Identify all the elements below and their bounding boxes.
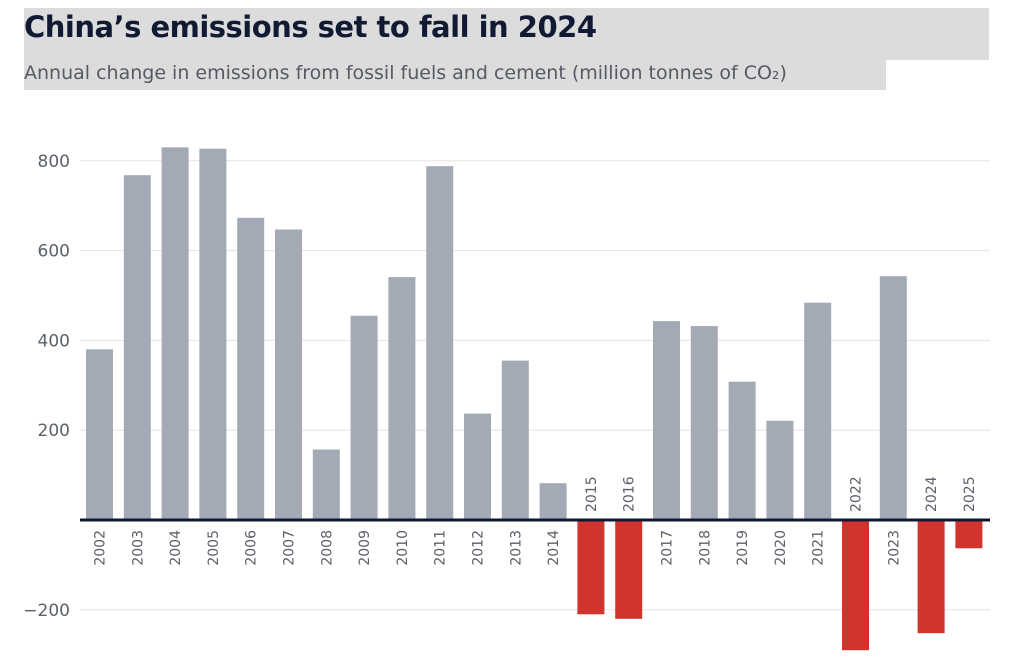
y-axis-labels: −200 200 400 600 800 xyxy=(23,152,70,621)
bar-2022 xyxy=(842,520,869,651)
year-label-2013: 2013 xyxy=(508,530,524,566)
chart-subtitle: Annual change in emissions from fossil f… xyxy=(24,62,787,84)
subtitle-background xyxy=(24,60,886,90)
year-label-2015: 2015 xyxy=(584,476,600,512)
year-label-2020: 2020 xyxy=(773,530,789,566)
bar-2018 xyxy=(690,326,718,520)
bar-2005 xyxy=(199,148,227,520)
year-label-2002: 2002 xyxy=(93,530,109,566)
year-label-2009: 2009 xyxy=(357,530,373,566)
bar-2017 xyxy=(653,321,680,520)
bar-2011 xyxy=(426,166,454,521)
year-label-2024: 2024 xyxy=(924,476,940,512)
year-label-2025: 2025 xyxy=(962,476,978,512)
year-label-2016: 2016 xyxy=(622,476,638,512)
bar-2007 xyxy=(275,229,302,520)
bar-2024 xyxy=(917,520,945,634)
year-label-2004: 2004 xyxy=(168,530,184,566)
year-label-2021: 2021 xyxy=(811,530,827,566)
year-label-2011: 2011 xyxy=(433,530,449,566)
bar-2020 xyxy=(766,420,794,520)
y-tick-label: −200 xyxy=(23,601,70,621)
bar-2002 xyxy=(86,349,113,520)
bar-2012 xyxy=(464,413,491,520)
bar-2025 xyxy=(955,520,983,549)
year-label-2007: 2007 xyxy=(282,530,298,566)
bar-2010 xyxy=(388,277,416,520)
chart-title: China’s emissions set to fall in 2024 xyxy=(24,10,597,44)
bar-2019 xyxy=(728,381,756,520)
year-label-2014: 2014 xyxy=(546,530,562,566)
bar-2016 xyxy=(615,520,643,619)
y-tick-label: 800 xyxy=(38,152,70,172)
gridlines xyxy=(80,160,990,611)
year-label-2008: 2008 xyxy=(319,530,335,566)
y-tick-label: 600 xyxy=(38,242,70,262)
y-tick-label: 400 xyxy=(38,331,70,351)
year-label-2018: 2018 xyxy=(697,530,713,566)
year-label-2012: 2012 xyxy=(471,530,487,566)
year-label-2006: 2006 xyxy=(244,530,260,566)
year-label-2003: 2003 xyxy=(130,530,146,566)
bar-2015 xyxy=(577,520,605,615)
year-label-2005: 2005 xyxy=(206,530,222,566)
year-labels: 2002 2003 2004 2005 2006 2007 2008 2009 2010 2011… xyxy=(93,476,978,565)
bar-2006 xyxy=(237,217,265,520)
bar-2021 xyxy=(804,302,832,520)
bar-2014 xyxy=(539,483,567,520)
title-background xyxy=(24,8,989,60)
year-label-2022: 2022 xyxy=(849,476,865,512)
year-label-2010: 2010 xyxy=(395,530,411,566)
bar-2023 xyxy=(879,276,907,520)
year-label-2019: 2019 xyxy=(735,530,751,566)
year-label-2023: 2023 xyxy=(886,530,902,566)
year-label-2017: 2017 xyxy=(660,530,676,566)
bar-2008 xyxy=(312,449,340,520)
bars xyxy=(86,147,983,651)
bar-2004 xyxy=(161,147,189,520)
bar-2013 xyxy=(501,360,529,520)
bar-2003 xyxy=(123,175,151,520)
bar-2009 xyxy=(350,315,378,520)
y-tick-label: 200 xyxy=(38,421,70,441)
